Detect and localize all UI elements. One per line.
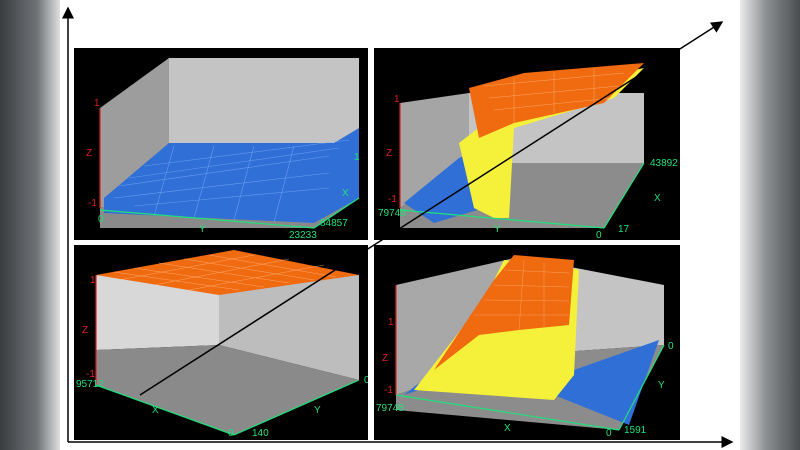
surface-grid bbox=[474, 259, 570, 331]
z-tick-bottom: -1 bbox=[388, 194, 397, 205]
y-axis-label: Y bbox=[314, 405, 321, 416]
z-axis-label: Z bbox=[382, 353, 389, 364]
y-tick-end: 140 bbox=[252, 428, 269, 439]
x-axis-label: X bbox=[654, 193, 661, 204]
surface-grid bbox=[113, 139, 350, 223]
panel-top-right-plot bbox=[399, 63, 645, 229]
panel-top-right: 1 -1 Z 79748 0 Y 43892 17 X bbox=[374, 48, 680, 240]
surface-blue bbox=[404, 148, 484, 223]
z-tick-top: 1 bbox=[388, 317, 394, 328]
y-axis bbox=[99, 209, 315, 229]
x-axis bbox=[95, 384, 235, 436]
x-tick-start: 43892 bbox=[650, 158, 678, 169]
floor bbox=[96, 345, 359, 435]
x-tick-start: 1 bbox=[354, 152, 360, 163]
y-tick-end: 0 bbox=[596, 230, 602, 240]
x-axis bbox=[313, 197, 360, 229]
z-axis-label: Z bbox=[82, 325, 89, 336]
x-tick-end: 0 bbox=[606, 428, 612, 439]
y-axis bbox=[399, 209, 605, 229]
panel-bottom-right-plot bbox=[395, 255, 665, 431]
surface-orange bbox=[434, 255, 574, 370]
side-wall bbox=[400, 93, 469, 208]
z-axis-label: Z bbox=[386, 148, 393, 159]
background-left-blur bbox=[0, 0, 62, 450]
x-axis-label: X bbox=[152, 405, 159, 416]
x-tick-end: 17 bbox=[618, 224, 630, 235]
y-tick-start: 0 bbox=[98, 214, 104, 225]
diagonal-arrow bbox=[139, 21, 724, 396]
y-axis-label: Y bbox=[199, 224, 206, 235]
y-tick-start: 0 bbox=[668, 341, 674, 352]
panel-top-left-plot bbox=[99, 58, 360, 229]
z-tick-top: 1 bbox=[394, 94, 400, 105]
x-axis bbox=[395, 394, 620, 431]
x-tick-start: 95712 bbox=[76, 379, 104, 390]
surface-grid bbox=[113, 254, 337, 291]
x-axis-label: X bbox=[504, 423, 511, 434]
z-tick-bottom: -1 bbox=[88, 198, 97, 209]
surface-grid bbox=[483, 68, 625, 123]
y-tick-end: 23233 bbox=[289, 230, 317, 240]
y-tick-start: 79748 bbox=[378, 208, 406, 219]
surface-yellow bbox=[459, 68, 644, 218]
y-tick-start: 0 bbox=[364, 375, 368, 386]
left-wall bbox=[96, 275, 219, 350]
z-tick-top: 1 bbox=[94, 98, 100, 109]
z-tick-bottom: -1 bbox=[86, 369, 95, 380]
panel-bottom-left-plot bbox=[95, 250, 360, 436]
y-axis-label: Y bbox=[494, 224, 501, 235]
background-right-blur bbox=[738, 0, 800, 450]
y-axis bbox=[233, 379, 360, 436]
y-tick-end: 1591 bbox=[624, 425, 647, 436]
z-tick-top: 1 bbox=[90, 275, 96, 286]
x-tick-start: 79748 bbox=[376, 403, 404, 414]
x-tick-end: 84857 bbox=[320, 218, 348, 229]
surface-blue bbox=[104, 128, 359, 223]
x-axis-label: X bbox=[342, 188, 349, 199]
y-axis bbox=[618, 344, 665, 431]
x-axis bbox=[603, 162, 645, 229]
panel-bottom-right: 1 -1 Z 0 1591 Y 79748 0 X bbox=[374, 245, 680, 440]
panel-bottom-left: 1 -1 Z 0 140 Y 95712 0 X bbox=[74, 245, 368, 440]
surface-orange bbox=[469, 63, 644, 138]
z-axis-label: Z bbox=[86, 148, 93, 159]
x-tick-end: 0 bbox=[228, 428, 234, 439]
panel-top-left: 1 -1 Z 0 23233 Y 1 84857 X bbox=[74, 48, 368, 240]
z-tick-bottom: -1 bbox=[384, 385, 393, 396]
y-axis-label: Y bbox=[658, 380, 665, 391]
